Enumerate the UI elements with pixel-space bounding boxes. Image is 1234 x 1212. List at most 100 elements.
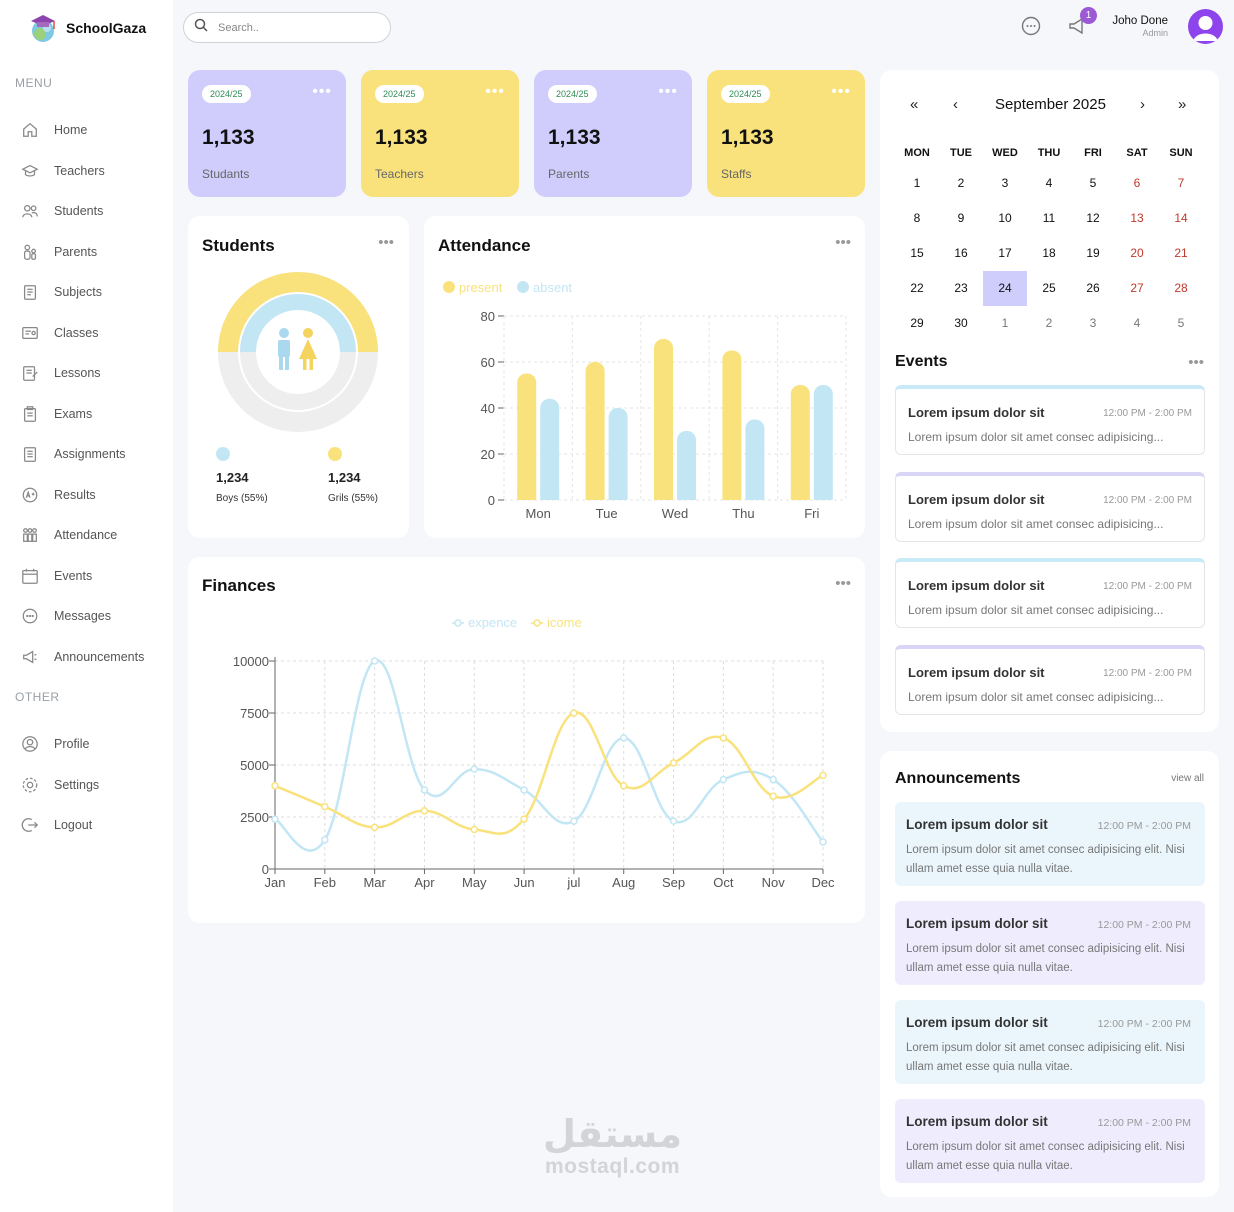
calendar-day[interactable]: 23 [954, 281, 968, 295]
more-options-icon[interactable]: ••• [312, 83, 332, 100]
nav-item-teachers[interactable]: Teachers [20, 151, 170, 192]
year-pill: 2024/25 [548, 85, 597, 103]
data-point-icome [819, 771, 827, 780]
prev-month-button[interactable]: ‹ [953, 96, 958, 113]
calendar-day[interactable]: 1 [913, 176, 921, 190]
calendar-day[interactable]: 4 [1133, 316, 1141, 330]
nav-item-lessons[interactable]: Lessons [20, 353, 170, 394]
calendar-day[interactable]: 4 [1045, 176, 1053, 190]
calendar-day[interactable]: 17 [998, 246, 1012, 260]
stat-value: 1,133 [375, 126, 428, 149]
bar-base [585, 490, 605, 500]
nav-item-results[interactable]: Results [20, 475, 170, 516]
calendar-day[interactable]: 25 [1042, 281, 1056, 295]
y-tick-label: 40 [481, 401, 495, 416]
calendar-day[interactable]: 5 [1089, 176, 1097, 190]
calendar-day[interactable]: 1 [1001, 316, 1009, 330]
event-item[interactable]: Lorem ipsum dolor sit 12:00 PM - 2:00 PM… [895, 645, 1205, 715]
nav-item-logout[interactable]: Logout [20, 805, 170, 846]
calendar-day[interactable]: 13 [1130, 211, 1144, 225]
weekday-header: TUE [950, 147, 972, 159]
calendar-day[interactable]: 30 [954, 316, 968, 330]
prev-year-button[interactable]: « [910, 96, 919, 113]
user-info[interactable]: Joho Done Admin [1112, 15, 1168, 38]
search-input[interactable] [218, 21, 378, 34]
calendar-day[interactable]: 16 [954, 246, 968, 260]
stat-label: Staffs [721, 167, 752, 181]
nav-item-events[interactable]: Events [20, 556, 170, 597]
calendar-day[interactable]: 20 [1130, 246, 1144, 260]
nav-item-profile[interactable]: Profile [20, 724, 170, 765]
notification-badge: 1 [1080, 7, 1097, 24]
event-item[interactable]: Lorem ipsum dolor sit 12:00 PM - 2:00 PM… [895, 472, 1205, 542]
avatar[interactable] [1188, 9, 1223, 44]
nav-item-home[interactable]: Home [20, 110, 170, 151]
calendar-day[interactable]: 7 [1177, 176, 1185, 190]
stat-card-students[interactable]: 2024/25 ••• 1,133 Studants [188, 70, 346, 197]
calendar-day[interactable]: 21 [1174, 246, 1188, 260]
nav-item-attendance[interactable]: Attendance [20, 515, 170, 556]
next-year-button[interactable]: » [1178, 96, 1187, 113]
event-item[interactable]: Lorem ipsum dolor sit 12:00 PM - 2:00 PM… [895, 558, 1205, 628]
calendar-day[interactable]: 29 [910, 316, 924, 330]
nav-item-settings[interactable]: Settings [20, 765, 170, 806]
nav-item-parents[interactable]: Parents [20, 232, 170, 273]
calendar-day[interactable]: 26 [1086, 281, 1100, 295]
calendar-day[interactable]: 9 [957, 211, 965, 225]
calendar-day[interactable]: 12 [1086, 211, 1100, 225]
more-options-icon[interactable]: ••• [831, 83, 851, 100]
announcement-item[interactable]: Lorem ipsum dolor sit 12:00 PM - 2:00 PM… [895, 1000, 1205, 1084]
more-options-icon[interactable]: ••• [378, 234, 394, 251]
more-options-icon[interactable]: ••• [1188, 354, 1204, 371]
y-tick-label: 60 [481, 355, 495, 370]
bar-base [608, 490, 628, 500]
announcement-item[interactable]: Lorem ipsum dolor sit 12:00 PM - 2:00 PM… [895, 1099, 1205, 1183]
more-options-icon[interactable]: ••• [835, 234, 851, 251]
stat-card-parents[interactable]: 2024/25 ••• 1,133 Parents [534, 70, 692, 197]
announcement-item[interactable]: Lorem ipsum dolor sit 12:00 PM - 2:00 PM… [895, 901, 1205, 985]
calendar-day[interactable]: 2 [957, 176, 965, 190]
more-options-icon[interactable]: ••• [835, 575, 851, 592]
nav-item-subjects[interactable]: Subjects [20, 272, 170, 313]
calendar-day[interactable]: 18 [1042, 246, 1056, 260]
app-logo[interactable]: SchoolGaza [28, 12, 146, 44]
calendar-day[interactable]: 15 [910, 246, 924, 260]
more-options-icon[interactable]: ••• [658, 83, 678, 100]
next-month-button[interactable]: › [1140, 96, 1145, 113]
event-item[interactable]: Lorem ipsum dolor sit 12:00 PM - 2:00 PM… [895, 385, 1205, 455]
legend-label: expence [468, 615, 517, 630]
calendar-day[interactable]: 8 [913, 211, 921, 225]
calendar-day[interactable]: 22 [910, 281, 924, 295]
stat-label: Studants [202, 167, 250, 181]
card-title: Students [202, 236, 275, 255]
view-all-link[interactable]: view all [1171, 773, 1204, 784]
bar-base [722, 490, 742, 500]
nav-item-students[interactable]: Students [20, 191, 170, 232]
calendar-day[interactable]: 3 [1089, 316, 1097, 330]
announcement-time: 12:00 PM - 2:00 PM [1097, 820, 1191, 832]
calendar-day[interactable]: 11 [1042, 211, 1056, 225]
calendar-day[interactable]: 24 [983, 271, 1027, 306]
stat-card-staffs[interactable]: 2024/25 ••• 1,133 Staffs [707, 70, 865, 197]
more-options-icon[interactable]: ••• [485, 83, 505, 100]
calendar-day[interactable]: 2 [1045, 316, 1053, 330]
nav-item-announcements[interactable]: Announcements [20, 637, 170, 678]
calendar-day[interactable]: 19 [1086, 246, 1100, 260]
nav-item-messages[interactable]: Messages [20, 596, 170, 637]
x-tick-label: jul [566, 875, 580, 890]
announcements-button[interactable]: 1 [1066, 7, 1097, 40]
stat-card-teachers[interactable]: 2024/25 ••• 1,133 Teachers [361, 70, 519, 197]
calendar-day[interactable]: 6 [1133, 176, 1141, 190]
nav-item-assignments[interactable]: Assignments [20, 434, 170, 475]
nav-item-exams[interactable]: Exams [20, 394, 170, 435]
nav-item-classes[interactable]: Classes [20, 313, 170, 354]
calendar-day[interactable]: 3 [1001, 176, 1009, 190]
calendar-day[interactable]: 10 [998, 211, 1012, 225]
calendar-day[interactable]: 28 [1174, 281, 1188, 295]
calendar-day[interactable]: 5 [1177, 316, 1185, 330]
messages-button[interactable] [1019, 16, 1043, 40]
gender-radial-chart [218, 272, 378, 432]
calendar-day[interactable]: 27 [1130, 281, 1144, 295]
announcement-item[interactable]: Lorem ipsum dolor sit 12:00 PM - 2:00 PM… [895, 802, 1205, 886]
calendar-day[interactable]: 14 [1174, 211, 1188, 225]
